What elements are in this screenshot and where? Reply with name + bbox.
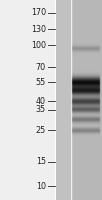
Text: 100: 100 [31, 41, 46, 50]
Text: 35: 35 [36, 105, 46, 114]
Text: 40: 40 [36, 97, 46, 106]
Text: 25: 25 [36, 126, 46, 135]
Text: 10: 10 [36, 182, 46, 191]
Text: 130: 130 [31, 25, 46, 34]
Text: 55: 55 [36, 78, 46, 87]
Text: 15: 15 [36, 157, 46, 166]
Text: 170: 170 [31, 8, 46, 17]
Text: 70: 70 [36, 63, 46, 72]
